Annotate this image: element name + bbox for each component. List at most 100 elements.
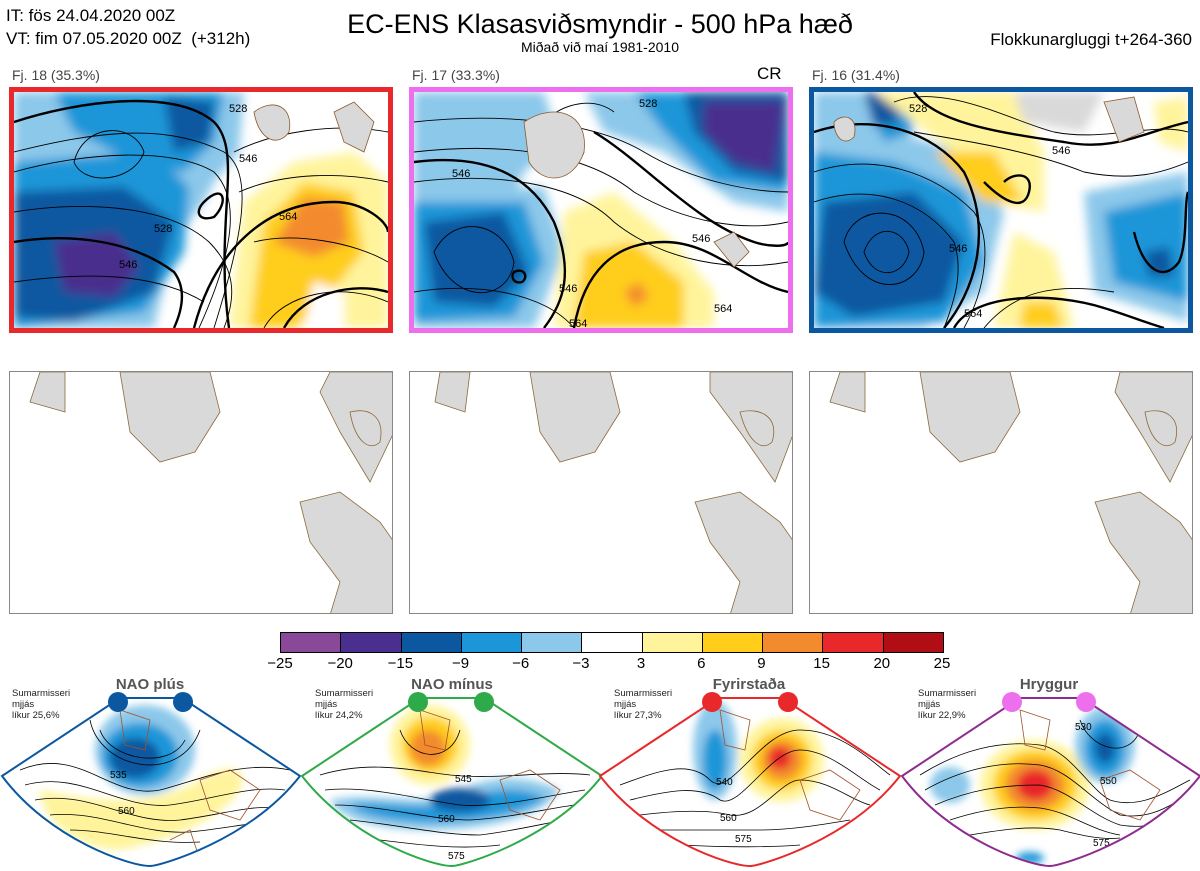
page-title: EC-ENS Klasasviðsmyndir - 500 hPa hæð bbox=[347, 9, 853, 39]
contour-label: 528 bbox=[229, 103, 247, 115]
land-outline-1 bbox=[29, 372, 392, 613]
contour-label: 546 bbox=[949, 243, 967, 255]
regime-probability: líkur 24,2% bbox=[315, 710, 363, 721]
blank-map-3 bbox=[809, 371, 1193, 614]
land-outline-3 bbox=[829, 372, 1192, 613]
contour-label: 546 bbox=[559, 283, 577, 295]
contour-label: 546 bbox=[239, 153, 257, 165]
cluster-map-1-graphic: 528 546 528 546 564 bbox=[14, 92, 388, 328]
contour-label: 564 bbox=[964, 308, 982, 320]
contour-label: 546 bbox=[1052, 145, 1070, 157]
initial-time: IT: fös 24.04.2020 00Z bbox=[6, 6, 176, 25]
contour-label: 575 bbox=[1093, 838, 1110, 849]
regime-months: mjjás bbox=[614, 699, 637, 710]
regime-marker bbox=[408, 692, 428, 712]
contour-label: 528 bbox=[909, 103, 927, 115]
regime-marker bbox=[1076, 692, 1096, 712]
regime-marker bbox=[702, 692, 722, 712]
regime-marker bbox=[173, 692, 193, 712]
regime-marker bbox=[108, 692, 128, 712]
colorbar-segment bbox=[340, 633, 401, 652]
colorbar-tick-label: 25 bbox=[933, 655, 951, 672]
page-subtitle: Miðað við maí 1981-2010 bbox=[521, 39, 679, 55]
regime-map-nao-minus: 545 560 575 bbox=[302, 698, 602, 866]
classification-window: Flokkunargluggi t+264-360 bbox=[990, 30, 1192, 49]
cluster-map-3: 528 546 546 564 bbox=[809, 87, 1193, 333]
regime-months: mjjás bbox=[12, 699, 35, 710]
regime-title-blocking: Fyrirstaða bbox=[712, 676, 786, 693]
colorbar-tick-label: −25 bbox=[267, 655, 293, 672]
contour-label: 546 bbox=[119, 259, 137, 271]
colorbar-tick-label: −15 bbox=[387, 655, 414, 672]
regime-frame-nao-minus bbox=[300, 697, 604, 868]
contour-label: 535 bbox=[110, 770, 127, 781]
contour-label: 530 bbox=[1075, 722, 1092, 733]
colorbar-segment bbox=[762, 633, 823, 652]
land-outline-2 bbox=[434, 372, 792, 613]
regime-season: Sumarmisseri bbox=[12, 688, 71, 699]
contour-label: 560 bbox=[720, 813, 737, 824]
colorbar-tick-label: −20 bbox=[327, 655, 353, 672]
contour-label: 528 bbox=[639, 98, 657, 110]
cluster-map-2: 546 546 528 546 564 564 bbox=[409, 87, 793, 333]
regime-title-nao-plus: NAO plús bbox=[115, 676, 185, 693]
regime-probability: líkur 22,9% bbox=[918, 710, 966, 721]
colorbar-tick-label: −9 bbox=[451, 655, 470, 672]
contour-label: 528 bbox=[154, 223, 172, 235]
colorbar-tick-label: 9 bbox=[757, 655, 766, 672]
colorbar-tick-label: 15 bbox=[813, 655, 830, 672]
colorbar-tick-label: 20 bbox=[873, 655, 891, 672]
regime-probability: líkur 25,6% bbox=[12, 710, 60, 721]
colorbar-segment bbox=[521, 633, 582, 652]
colorbar-segment bbox=[641, 633, 702, 652]
blank-map-2 bbox=[409, 371, 793, 614]
regime-probability: líkur 27,3% bbox=[614, 710, 662, 721]
cluster-label-3: Fj. 16 (31.4%) bbox=[812, 67, 900, 83]
regime-map-blocking: 540 560 575 bbox=[600, 698, 900, 866]
colorbar-segment bbox=[400, 633, 461, 652]
regime-frame-ridge bbox=[900, 697, 1200, 868]
cluster-map-3-graphic: 528 546 546 564 bbox=[814, 92, 1188, 328]
regime-months: mjjás bbox=[315, 699, 338, 710]
regime-map-nao-plus: 535 560 bbox=[2, 698, 300, 866]
regime-title-ridge: Hryggur bbox=[1019, 676, 1079, 693]
regime-frame-nao-plus bbox=[0, 697, 302, 868]
colorbar-segment bbox=[460, 633, 522, 652]
colorbar bbox=[280, 632, 944, 653]
contour-label: 575 bbox=[735, 834, 752, 845]
cluster-map-2-graphic: 546 546 528 546 564 564 bbox=[414, 92, 788, 328]
colorbar-segment bbox=[281, 633, 341, 652]
colorbar-segment bbox=[701, 633, 763, 652]
contour-label: 546 bbox=[452, 168, 470, 180]
contour-label: 545 bbox=[455, 774, 472, 785]
cluster-label-2: Fj. 17 (33.3%) bbox=[412, 67, 500, 83]
contour-label: 550 bbox=[1100, 776, 1117, 787]
contour-label: 546 bbox=[692, 233, 710, 245]
regime-season: Sumarmisseri bbox=[918, 688, 977, 699]
regime-season: Sumarmisseri bbox=[614, 688, 673, 699]
regime-marker bbox=[474, 692, 494, 712]
colorbar-tick-label: −3 bbox=[572, 655, 590, 672]
regime-info-4: Sumarmisseri mjjás líkur 22,9% bbox=[918, 688, 976, 721]
regime-marker bbox=[778, 692, 798, 712]
header-timestamps: IT: fös 24.04.2020 00Z VT: fim 07.05.202… bbox=[6, 4, 250, 50]
regime-title-nao-minus: NAO mínus bbox=[411, 676, 493, 693]
regime-info-1: Sumarmisseri mjjás líkur 25,6% bbox=[12, 688, 70, 721]
contour-label: 564 bbox=[714, 303, 732, 315]
colorbar-tick-label: 6 bbox=[697, 655, 706, 672]
colorbar-segment bbox=[581, 633, 642, 652]
colorbar-tick-label: −6 bbox=[512, 655, 530, 672]
cluster-label-1: Fj. 18 (35.3%) bbox=[12, 67, 100, 83]
blank-map-1 bbox=[9, 371, 393, 614]
regime-map-ridge: 530 550 575 bbox=[902, 698, 1200, 866]
colorbar-tick-label: 3 bbox=[636, 655, 646, 672]
contour-label: 560 bbox=[118, 806, 135, 817]
contour-label: 575 bbox=[448, 851, 465, 862]
regime-maps: 535 560 545 5 bbox=[0, 692, 1200, 868]
regime-season: Sumarmisseri bbox=[315, 688, 374, 699]
regime-info-2: Sumarmisseri mjjás líkur 24,2% bbox=[315, 688, 373, 721]
contour-label: 540 bbox=[716, 777, 733, 788]
regime-marker bbox=[1002, 692, 1022, 712]
contour-label: 560 bbox=[438, 814, 455, 825]
contour-label: 564 bbox=[279, 211, 297, 223]
